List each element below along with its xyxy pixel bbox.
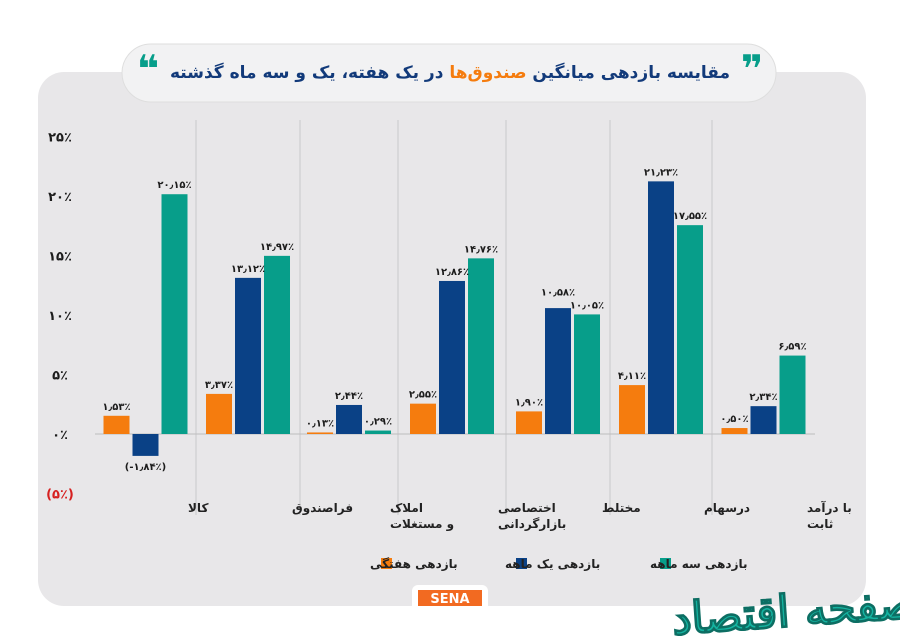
title-pill: [121, 43, 777, 103]
data-label: ۱٫۵۳٪: [102, 402, 130, 413]
data-label: ۶٫۵۹٪: [778, 342, 806, 353]
y-tick-label: ۱۰٪: [48, 309, 72, 324]
y-tick-label: ۱۵٪: [48, 250, 72, 265]
legend-swatch: [381, 558, 392, 569]
bar-4-1: [545, 308, 571, 434]
category-label-line: املاک: [390, 501, 423, 515]
legend-label: بازدهی یک ماهه: [505, 557, 600, 571]
bar-2-1: [336, 404, 362, 434]
y-tick-label: ۰٪: [52, 428, 68, 443]
category-label: با درآمد ثابت: [807, 500, 852, 531]
category-label: کالا: [188, 501, 208, 515]
data-label: ۱۴٫۷۶٪: [464, 244, 498, 255]
data-label: ۱۰٫۵۸٪: [541, 287, 575, 298]
category-label: درسهام: [704, 501, 750, 516]
data-label: ۰٫۲۹٪: [364, 417, 392, 428]
category-label-line: با درآمد: [807, 500, 852, 515]
legend-swatch: [516, 558, 527, 569]
quote-close-icon: ❝: [137, 47, 159, 91]
legend-label: بازدهی سه ماهه: [650, 557, 748, 571]
bar-1-1: [235, 277, 261, 434]
data-label: ۲٫۴۴٪: [335, 391, 363, 402]
category-label: مختلط: [602, 501, 641, 515]
data-label: ۰٫۱۳٪: [306, 418, 334, 429]
bar-5-1: [648, 181, 674, 434]
data-label: ۴٫۱۱٪: [618, 371, 646, 382]
bar-3-0: [410, 403, 436, 434]
bar-4-2: [574, 314, 600, 434]
data-label: ۱۲٫۸۶٪: [435, 267, 469, 278]
bar-2-0: [307, 432, 333, 434]
bar-2-2: [365, 430, 391, 434]
bar-3-1: [439, 280, 465, 434]
legend-label: بازدهی هفتگی: [370, 557, 458, 571]
data-label: ۲٫۵۵٪: [409, 390, 437, 401]
chart-title: مقایسه بازدهی میانگین صندوق‌ها در یک هفت…: [170, 62, 730, 83]
data-label: ۳٫۳۷٪: [205, 380, 233, 391]
quote-open-icon: ❞: [741, 47, 763, 91]
bar-0-1: [132, 434, 159, 456]
bar-6-0: [721, 428, 748, 434]
category-label-line: و مستغلات: [390, 517, 454, 532]
data-label: (-۱٫۸۴٪): [125, 462, 166, 473]
y-tick-label: ۲۵٪: [48, 131, 72, 146]
title-start: مقایسه بازدهی میانگین: [527, 62, 731, 83]
bar-4-0: [516, 411, 542, 434]
data-label: ۱٫۹۰٪: [515, 397, 543, 408]
category-label-line: اختصاصی: [498, 501, 556, 515]
data-label: ۲٫۳۴٪: [749, 392, 777, 403]
data-label: ۱۷٫۵۵٪: [673, 211, 707, 222]
bar-6-2: [779, 355, 806, 434]
category-label: اختصاصی بازارگردانی: [498, 501, 566, 531]
bar-5-2: [677, 225, 703, 434]
title-highlight: صندوق‌ها: [449, 63, 526, 83]
sena-logo: SENA: [412, 585, 488, 615]
bar-0-2: [161, 194, 188, 434]
data-label: ۱۴٫۹۷٪: [260, 242, 294, 253]
bar-3-2: [468, 258, 494, 434]
bar-5-0: [619, 385, 645, 434]
category-label: املاک و مستغلات: [390, 501, 454, 532]
y-tick-label: (۵٪): [46, 488, 74, 503]
category-label-line: بازارگردانی: [498, 517, 566, 531]
data-label: ۰٫۵۰٪: [720, 414, 748, 425]
sena-logo-text: SENA: [430, 592, 469, 607]
category-label-line: ثابت: [807, 517, 833, 531]
category-label: فراصندوق: [292, 501, 353, 516]
bar-1-2: [264, 255, 290, 434]
bar-0-0: [103, 415, 130, 434]
bar-1-0: [206, 393, 232, 434]
y-tick-label: ۵٪: [52, 369, 68, 384]
title-end: در یک هفته، یک و سه ماه گذشته: [170, 62, 449, 83]
data-label: ۲۱٫۲۳٪: [644, 167, 678, 178]
data-label: ۱۰٫۰۵٪: [570, 300, 604, 311]
bar-6-1: [750, 406, 777, 434]
legend-swatch: [660, 558, 671, 569]
data-label: ۱۳٫۱۲٪: [231, 264, 265, 275]
data-label: ۲۰٫۱۵٪: [157, 180, 191, 191]
y-tick-label: ۲۰٪: [48, 190, 72, 205]
